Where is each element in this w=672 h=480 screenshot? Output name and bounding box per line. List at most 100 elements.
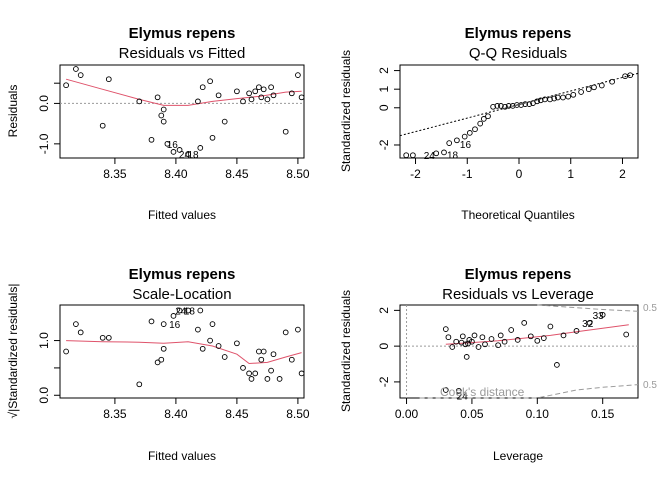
data-point bbox=[73, 321, 79, 327]
data-point bbox=[433, 150, 440, 157]
smoother-line bbox=[66, 340, 302, 365]
data-point bbox=[488, 336, 495, 342]
panel-title: Elymus repens bbox=[465, 25, 572, 42]
data-point bbox=[170, 313, 177, 319]
y-tick-label: 1.0 bbox=[37, 332, 51, 349]
data-point bbox=[442, 387, 449, 393]
point-id-label: 32 bbox=[582, 319, 594, 330]
panel-subtitle: Residuals vs Leverage bbox=[442, 286, 594, 303]
data-point bbox=[270, 92, 277, 99]
data-point bbox=[627, 72, 634, 79]
data-point bbox=[497, 332, 504, 339]
panel-title: Elymus repens bbox=[129, 25, 236, 42]
point-id-label: 18 bbox=[184, 306, 196, 317]
data-point bbox=[471, 332, 478, 339]
data-point bbox=[276, 376, 283, 382]
data-point bbox=[195, 326, 201, 333]
x-tick-label: 8.35 bbox=[103, 167, 127, 181]
x-tick-label: 8.40 bbox=[164, 407, 188, 421]
data-point bbox=[252, 88, 259, 95]
y-tick-label: -2 bbox=[377, 376, 391, 387]
data-point bbox=[248, 96, 255, 103]
data-point bbox=[453, 338, 460, 345]
data-point bbox=[459, 333, 466, 340]
data-point bbox=[63, 82, 69, 89]
data-point bbox=[585, 86, 592, 93]
data-point bbox=[501, 338, 508, 345]
data-point bbox=[164, 140, 171, 147]
x-tick-label: -2 bbox=[410, 167, 421, 181]
data-point bbox=[256, 84, 262, 91]
x-axis-label: Fitted values bbox=[148, 208, 216, 222]
data-point bbox=[234, 340, 240, 347]
data-point bbox=[463, 354, 470, 360]
data-point bbox=[441, 149, 447, 156]
data-point bbox=[554, 362, 560, 368]
data-point bbox=[160, 106, 167, 113]
data-point bbox=[288, 356, 295, 363]
data-point bbox=[160, 345, 167, 352]
data-point bbox=[77, 72, 84, 78]
data-point bbox=[282, 329, 289, 336]
data-point bbox=[158, 356, 165, 363]
data-point bbox=[466, 130, 473, 136]
data-point bbox=[240, 98, 246, 105]
y-axis-label: Standardized residuals bbox=[339, 290, 353, 412]
y-tick-label: 2 bbox=[377, 67, 391, 74]
data-point bbox=[148, 136, 155, 143]
data-point bbox=[565, 93, 572, 100]
data-point bbox=[185, 151, 191, 157]
y-tick-label: 0.0 bbox=[37, 387, 51, 404]
data-point bbox=[209, 134, 216, 141]
y-axis-label: √|Standardized residuals| bbox=[6, 284, 20, 419]
point-id-label: 24 bbox=[175, 306, 187, 317]
data-point bbox=[522, 101, 529, 107]
smoother-line bbox=[65, 78, 302, 106]
data-point bbox=[514, 337, 521, 343]
data-point bbox=[475, 344, 482, 350]
data-point bbox=[221, 354, 228, 360]
data-point bbox=[410, 152, 416, 159]
data-point bbox=[455, 387, 462, 394]
y-tick-label: 0 bbox=[377, 104, 391, 111]
x-tick-label: -1 bbox=[462, 167, 473, 181]
x-tick-label: 0.05 bbox=[460, 407, 484, 421]
data-point bbox=[442, 326, 449, 332]
data-point bbox=[158, 112, 165, 119]
data-point bbox=[480, 116, 487, 122]
data-point bbox=[197, 145, 204, 151]
data-point bbox=[462, 341, 469, 348]
data-point bbox=[547, 96, 553, 103]
data-point bbox=[586, 320, 593, 326]
data-point bbox=[160, 118, 167, 125]
data-point bbox=[540, 335, 547, 341]
x-tick-label: 0.10 bbox=[526, 407, 550, 421]
data-point bbox=[578, 89, 584, 95]
data-point bbox=[534, 98, 540, 105]
data-point bbox=[551, 95, 558, 102]
y-tick-label: 1 bbox=[377, 86, 391, 93]
data-point bbox=[518, 102, 524, 108]
y-axis-label: Residuals bbox=[6, 85, 20, 138]
data-point bbox=[252, 370, 259, 377]
data-point bbox=[598, 82, 605, 89]
data-point bbox=[215, 92, 222, 99]
x-tick-label: 8.45 bbox=[225, 407, 249, 421]
cook-level-lower: 0.5 bbox=[643, 380, 657, 391]
y-tick-label: -1.0 bbox=[37, 133, 51, 154]
panel-subtitle: Residuals vs Fitted bbox=[119, 45, 246, 62]
data-point bbox=[268, 367, 274, 374]
data-point bbox=[485, 113, 491, 120]
y-axis-label: Standardized residuals bbox=[339, 50, 353, 172]
data-point bbox=[514, 102, 520, 108]
data-point bbox=[547, 323, 554, 330]
point-id-label: 18 bbox=[447, 150, 459, 161]
panel-title: Elymus repens bbox=[465, 266, 572, 283]
panel-residuals-vs-fitted: Elymus repens Residuals vs Fitted 8.35 8.… bbox=[6, 25, 310, 222]
data-point bbox=[215, 343, 222, 349]
data-point bbox=[526, 101, 533, 107]
data-point bbox=[148, 318, 155, 325]
data-point bbox=[295, 326, 301, 333]
